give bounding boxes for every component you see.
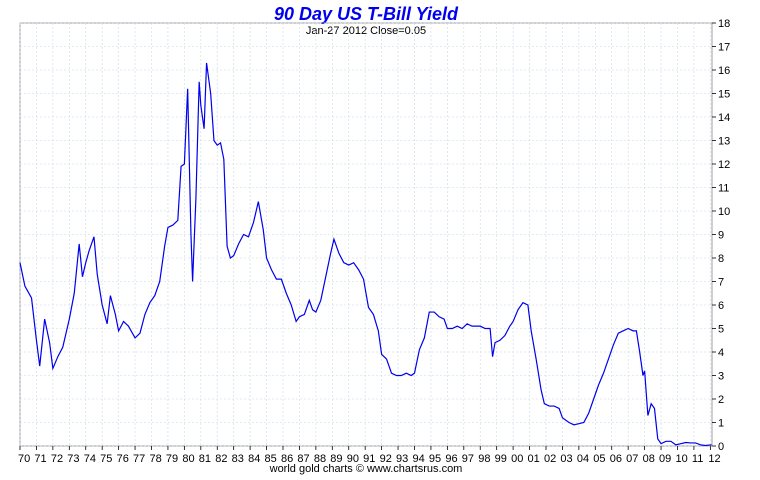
x-tick-label: 89 — [330, 453, 342, 465]
y-tick-label: 2 — [718, 394, 724, 406]
y-tick-label: 16 — [718, 65, 730, 77]
x-tick-label: 87 — [297, 453, 309, 465]
x-tick-label: 93 — [396, 453, 408, 465]
x-tick-label: 05 — [593, 453, 605, 465]
x-tick-label: 92 — [380, 453, 392, 465]
x-tick-label: 91 — [363, 453, 375, 465]
y-tick-label: 18 — [718, 18, 730, 30]
y-tick-label: 10 — [718, 206, 730, 218]
y-tick-label: 4 — [718, 347, 724, 359]
x-tick-label: 03 — [560, 453, 572, 465]
y-tick-label: 15 — [718, 89, 730, 101]
x-tick-label: 76 — [117, 453, 129, 465]
x-tick-label: 72 — [51, 453, 63, 465]
x-tick-label: 79 — [166, 453, 178, 465]
y-tick-label: 12 — [718, 159, 730, 171]
y-tick-label: 0 — [718, 441, 724, 453]
x-tick-label: 99 — [495, 453, 507, 465]
x-tick-label: 73 — [67, 453, 79, 465]
x-tick-label: 12 — [708, 453, 720, 465]
x-tick-label: 77 — [133, 453, 145, 465]
y-tick-label: 17 — [718, 42, 730, 54]
x-tick-label: 90 — [347, 453, 359, 465]
x-tick-label: 78 — [149, 453, 161, 465]
y-tick-label: 8 — [718, 253, 724, 265]
x-tick-label: 96 — [445, 453, 457, 465]
footer: world gold charts © www.chartsrus.com — [269, 463, 463, 475]
y-tick-label: 11 — [718, 183, 729, 195]
x-tick-label: 80 — [182, 453, 194, 465]
x-tick-label: 00 — [511, 453, 523, 465]
x-tick-label: 71 — [34, 453, 46, 465]
x-tick-label: 11 — [692, 453, 703, 465]
y-tick-label: 5 — [718, 324, 724, 336]
x-tick-label: 09 — [659, 453, 671, 465]
y-tick-label: 3 — [718, 371, 724, 383]
y-tick-label: 1 — [718, 418, 724, 430]
x-tick-label: 07 — [626, 453, 638, 465]
x-tick-label: 06 — [610, 453, 622, 465]
x-tick-label: 88 — [314, 453, 326, 465]
yield-line — [19, 62, 712, 447]
x-tick-label: 94 — [412, 453, 424, 465]
x-tick-label: 95 — [429, 453, 441, 465]
x-tick-label: 83 — [232, 453, 244, 465]
x-tick-label: 02 — [544, 453, 556, 465]
x-tick-label: 81 — [199, 453, 211, 465]
x-tick-label: 70 — [18, 453, 30, 465]
y-tick-label: 13 — [718, 136, 730, 148]
chart-subtitle: Jan-27 2012 Close=0.05 — [306, 25, 426, 37]
x-tick-label: 82 — [215, 453, 227, 465]
x-tick-label: 10 — [675, 453, 687, 465]
y-tick-label: 6 — [718, 300, 724, 312]
x-tick-label: 04 — [577, 453, 589, 465]
chart-title: 90 Day US T-Bill Yield — [274, 4, 459, 24]
y-tick-label: 7 — [718, 277, 724, 289]
y-tick-label: 14 — [718, 112, 730, 124]
y-tick-label: 9 — [718, 230, 724, 242]
x-tick-label: 75 — [100, 453, 112, 465]
x-tick-label: 98 — [478, 453, 490, 465]
x-tick-label: 86 — [281, 453, 293, 465]
x-tick-label: 08 — [643, 453, 655, 465]
x-tick-label: 85 — [265, 453, 277, 465]
x-tick-label: 01 — [528, 453, 540, 465]
x-tick-label: 97 — [462, 453, 474, 465]
x-tick-label: 84 — [248, 453, 260, 465]
x-tick-label: 74 — [84, 453, 96, 465]
